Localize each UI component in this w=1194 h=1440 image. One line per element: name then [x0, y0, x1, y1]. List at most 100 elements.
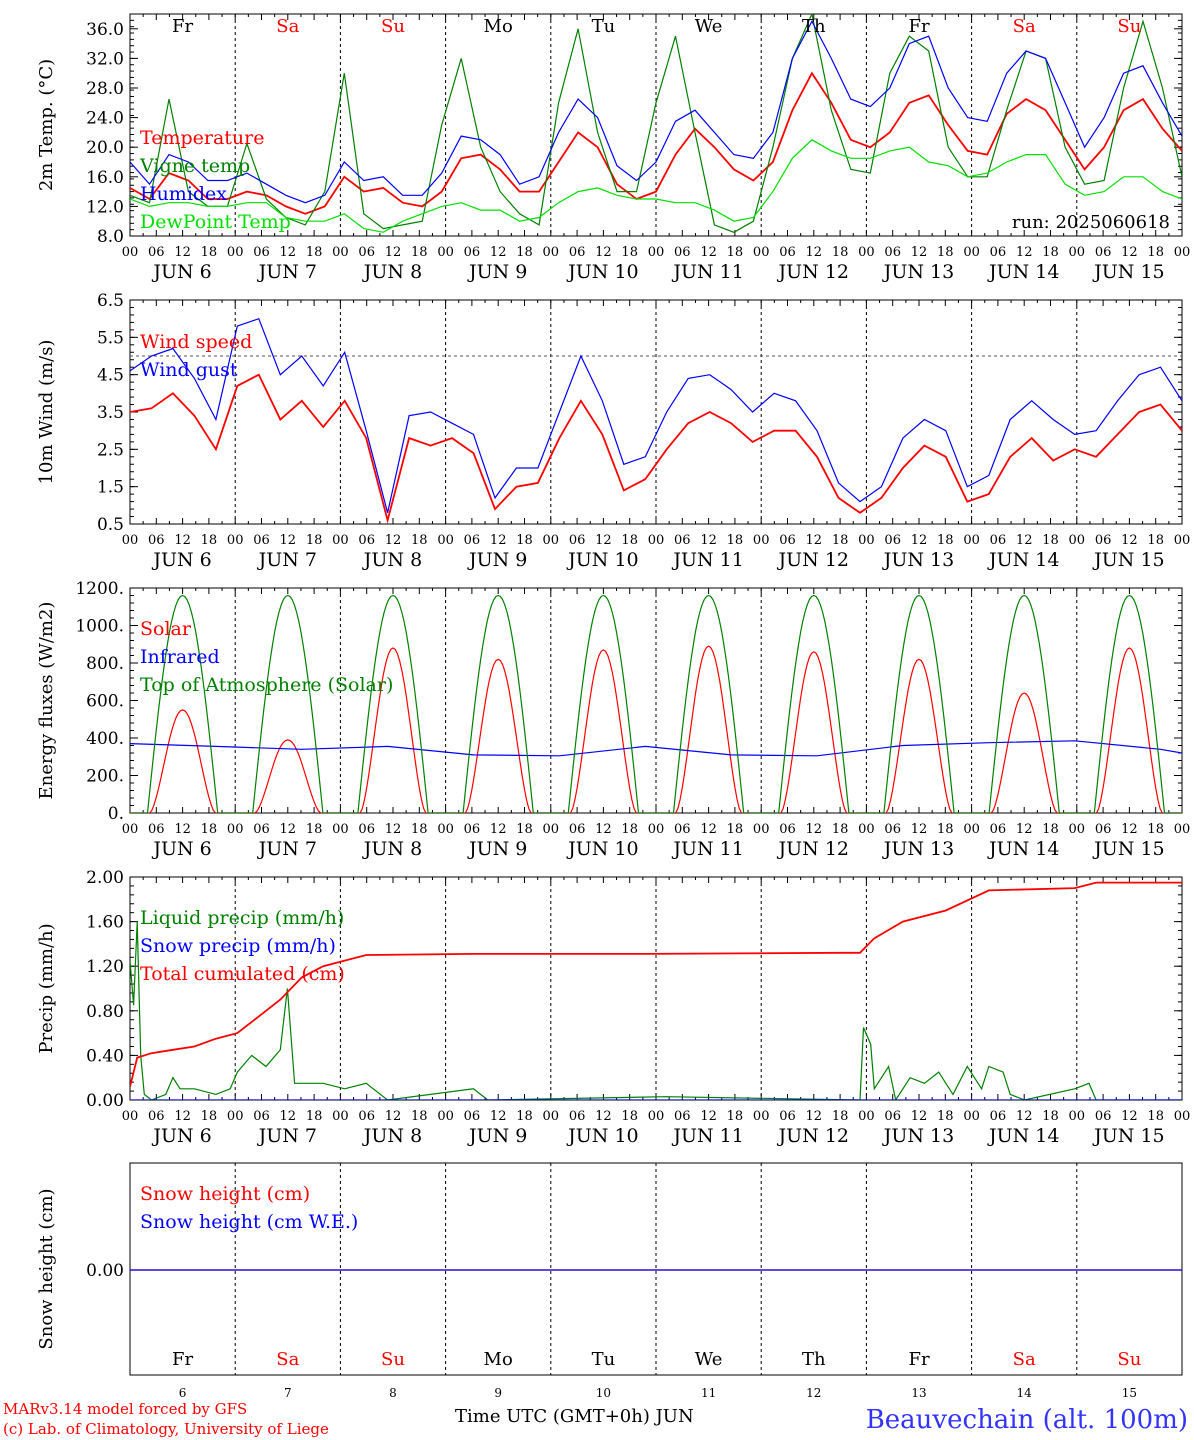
hour-tick-label: 00 [963, 533, 980, 548]
day-name: Fr [172, 1349, 193, 1370]
hour-tick-label: 06 [569, 822, 586, 837]
hour-tick-label: 06 [148, 533, 165, 548]
hour-tick-label: 00 [437, 822, 454, 837]
hour-tick-label: 06 [779, 533, 796, 548]
day-name: Th [802, 1349, 826, 1370]
plot-area [130, 881, 1182, 1100]
hour-tick-label: 12 [700, 1109, 717, 1124]
hour-tick-label: 18 [516, 822, 533, 837]
hour-tick-label: 06 [779, 1109, 796, 1124]
date-label: JUN 8 [362, 838, 422, 860]
y-tick-label: 3.5 [97, 403, 124, 423]
date-label: JUN 11 [671, 261, 743, 283]
legend-entry: Snow precip (mm/h) [140, 935, 336, 957]
hour-tick-label: 12 [1121, 822, 1138, 837]
hour-tick-label: 18 [832, 533, 849, 548]
hour-tick-label: 18 [727, 1109, 744, 1124]
series-line [130, 921, 1182, 1100]
hour-tick-label: 12 [385, 1109, 402, 1124]
date-label: JUN 15 [1092, 261, 1164, 283]
hour-tick-label: 00 [543, 1109, 560, 1124]
day-number: 10 [596, 1386, 611, 1400]
day-number: 8 [389, 1386, 397, 1400]
legend-entry: Liquid precip (mm/h) [140, 907, 344, 929]
date-label: JUN 12 [777, 1125, 849, 1147]
hour-tick-label: 12 [385, 533, 402, 548]
series-line [130, 14, 1182, 233]
y-tick-label: 32.0 [86, 49, 124, 69]
hour-tick-label: 06 [464, 1109, 481, 1124]
hour-tick-label: 18 [306, 533, 323, 548]
hour-tick-label: 18 [832, 822, 849, 837]
date-label: JUN 13 [882, 549, 954, 571]
hour-tick-label: 00 [858, 533, 875, 548]
y-axis-label: 10m Wind (m/s) [36, 340, 57, 485]
y-tick-label: 12.0 [86, 197, 124, 217]
hour-tick-label: 06 [990, 533, 1007, 548]
hour-tick-label: 00 [1174, 533, 1191, 548]
hour-tick-label: 00 [122, 245, 139, 260]
hour-tick-label: 12 [806, 533, 823, 548]
hour-tick-label: 06 [464, 533, 481, 548]
y-tick-label: 1000. [75, 617, 124, 637]
hour-tick-label: 00 [963, 1109, 980, 1124]
hour-tick-label: 00 [122, 1109, 139, 1124]
hour-tick-label: 12 [1016, 533, 1033, 548]
y-tick-label: 20.0 [86, 138, 124, 158]
hour-tick-label: 00 [753, 533, 770, 548]
hour-tick-label: 12 [911, 245, 928, 260]
hour-tick-label: 18 [832, 1109, 849, 1124]
day-name: Th [802, 16, 826, 37]
y-tick-label: 16.0 [86, 168, 124, 188]
hour-tick-label: 06 [148, 1109, 165, 1124]
hour-tick-label: 06 [779, 245, 796, 260]
y-axis-label: Energy fluxes (W/m2) [36, 602, 57, 800]
hour-tick-label: 06 [253, 1109, 270, 1124]
hour-tick-label: 18 [621, 1109, 638, 1124]
day-number: 9 [494, 1386, 502, 1400]
day-name: Sa [276, 16, 299, 37]
hour-tick-label: 12 [385, 245, 402, 260]
legend-entry: Wind gust [140, 359, 238, 381]
legend-entry: DewPoint Temp [140, 211, 291, 233]
day-name: Fr [172, 16, 193, 37]
hour-tick-label: 18 [516, 1109, 533, 1124]
day-name: We [695, 1349, 723, 1370]
hour-tick-label: 06 [990, 1109, 1007, 1124]
hour-tick-label: 00 [332, 533, 349, 548]
hour-tick-label: 00 [858, 245, 875, 260]
hour-tick-label: 06 [1095, 533, 1112, 548]
hour-tick-label: 18 [411, 533, 428, 548]
y-tick-label: 24.0 [86, 109, 124, 129]
hour-tick-label: 06 [779, 822, 796, 837]
hour-tick-label: 00 [332, 245, 349, 260]
date-label: JUN 13 [882, 1125, 954, 1147]
series-line [130, 20, 1182, 204]
hour-tick-label: 18 [1042, 245, 1059, 260]
date-label: JUN 15 [1092, 1125, 1164, 1147]
hour-tick-label: 06 [358, 822, 375, 837]
hour-tick-label: 12 [806, 245, 823, 260]
hour-tick-label: 06 [358, 533, 375, 548]
y-tick-label: 200. [86, 767, 124, 787]
legend-entry: Top of Atmosphere (Solar) [140, 674, 393, 696]
hour-tick-label: 18 [201, 245, 218, 260]
hour-tick-label: 12 [806, 822, 823, 837]
hour-tick-label: 18 [727, 245, 744, 260]
hour-tick-label: 06 [464, 822, 481, 837]
hour-tick-label: 18 [937, 533, 954, 548]
hour-tick-label: 18 [621, 245, 638, 260]
hour-tick-label: 06 [884, 822, 901, 837]
hour-tick-label: 06 [674, 533, 691, 548]
hour-tick-label: 06 [674, 245, 691, 260]
hour-tick-label: 00 [648, 1109, 665, 1124]
hour-tick-label: 06 [884, 245, 901, 260]
hour-tick-label: 18 [937, 1109, 954, 1124]
hour-tick-label: 18 [1147, 1109, 1164, 1124]
series-line [130, 594, 1182, 813]
hour-tick-label: 12 [490, 533, 507, 548]
hour-tick-label: 00 [1069, 1109, 1086, 1124]
hour-tick-label: 12 [595, 533, 612, 548]
